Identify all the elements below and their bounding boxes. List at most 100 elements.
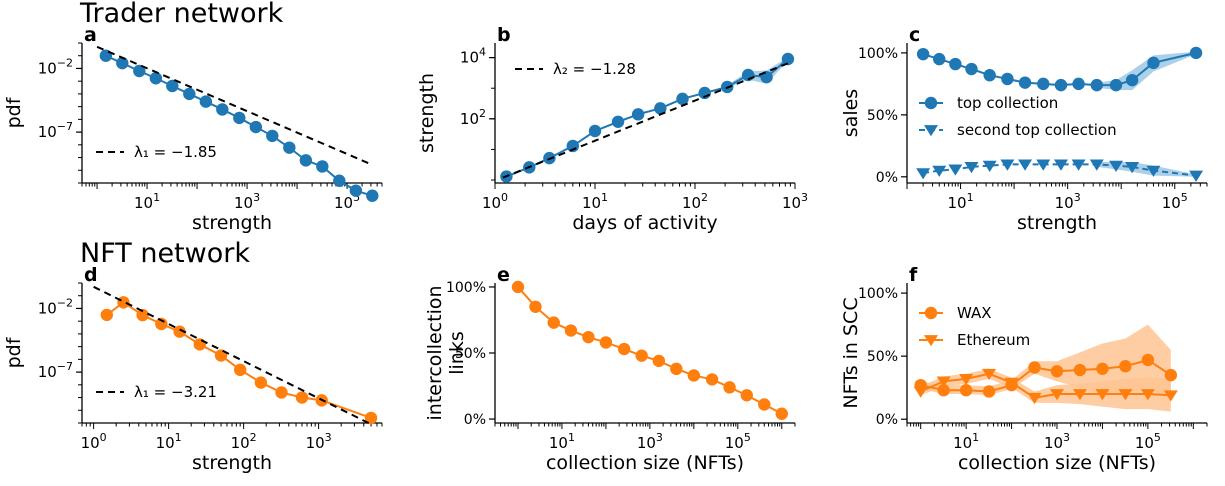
data-point xyxy=(364,411,378,425)
data-point xyxy=(249,120,263,134)
y-tick-label: 10−2 xyxy=(38,56,73,77)
legend-label: second top collection xyxy=(957,121,1117,139)
data-point xyxy=(283,141,296,154)
data-point xyxy=(781,52,795,66)
y-tick-label: 50% xyxy=(867,108,898,124)
data-point xyxy=(1147,56,1160,70)
data-point xyxy=(183,87,196,101)
x-tick-label: 101 xyxy=(156,431,182,452)
panel-e: e 101 103 105 0% 50% 100% collection size (NFTs… xyxy=(424,264,796,474)
series-line xyxy=(517,286,783,415)
data-point xyxy=(1125,161,1140,174)
data-point xyxy=(1163,390,1178,402)
data-point xyxy=(936,376,951,388)
data-point xyxy=(913,386,928,398)
data-point xyxy=(1028,361,1041,374)
confidence-band xyxy=(727,56,788,89)
y-tick-label: 10−7 xyxy=(38,120,73,141)
x-tick-label: 100 xyxy=(482,191,508,212)
data-point xyxy=(948,164,963,176)
panel-c: c 101 103 105 0% 50% 100% strength sales top coll… xyxy=(840,24,1208,234)
panel-d: d 100 101 102 103 10−2 10−7 strength pdf λ₁ = −3.… xyxy=(3,264,383,474)
data-point xyxy=(299,154,313,167)
data-point xyxy=(116,56,129,70)
x-tick-label: 101 xyxy=(953,431,979,452)
data-point xyxy=(982,368,997,381)
data-point xyxy=(1072,389,1087,401)
data-point xyxy=(1096,362,1109,375)
y-tick-label: 0% xyxy=(876,412,898,428)
data-point xyxy=(529,300,542,313)
data-point xyxy=(635,349,648,362)
data-point xyxy=(1073,363,1087,377)
legend-fit-label: λ₂ = −1.28 xyxy=(553,60,636,78)
fit-line xyxy=(93,285,372,426)
data-point xyxy=(654,102,667,115)
y-axis-label: strength xyxy=(416,73,438,153)
y-axis-label: NFTs in SCC xyxy=(840,297,862,408)
y-tick-label: 10−7 xyxy=(38,360,73,381)
x-tick-label: 101 xyxy=(948,191,974,212)
data-point xyxy=(1054,78,1068,92)
data-point xyxy=(1050,365,1064,378)
data-point xyxy=(949,57,962,71)
data-point xyxy=(1072,77,1085,91)
data-point xyxy=(133,64,146,78)
data-point xyxy=(1109,78,1123,92)
x-axis-label: strength xyxy=(192,452,272,474)
data-point xyxy=(758,398,771,411)
data-point xyxy=(1053,159,1068,171)
data-point xyxy=(1050,389,1064,401)
panel-f: f 101 103 105 0% 50% 100% collection size (NFTs… xyxy=(840,264,1208,474)
data-point xyxy=(933,52,946,66)
data-point xyxy=(1001,72,1014,86)
panel-label: b xyxy=(497,24,511,46)
data-point xyxy=(959,373,974,386)
data-point xyxy=(1125,73,1139,87)
y-tick-label: 10−2 xyxy=(38,296,73,317)
data-point xyxy=(1018,159,1033,171)
x-tick-label: 102 xyxy=(682,191,708,212)
y-tick-label: 50% xyxy=(867,349,898,365)
y-axis-label: pdf xyxy=(3,96,25,128)
data-point xyxy=(1140,389,1155,401)
y-tick-label: 0% xyxy=(876,170,898,186)
x-tick-label: 101 xyxy=(549,431,575,452)
data-point xyxy=(959,384,973,397)
x-tick-label: 103 xyxy=(1044,431,1070,452)
data-point xyxy=(937,384,950,397)
x-tick-label: 103 xyxy=(637,431,663,452)
panel-label: d xyxy=(84,264,98,286)
data-point xyxy=(1036,159,1051,171)
legend-swatch-marker xyxy=(924,306,938,320)
panel-label: f xyxy=(909,264,918,286)
data-point xyxy=(611,115,625,128)
data-point xyxy=(199,95,213,108)
confidence-band xyxy=(920,368,1171,412)
data-point xyxy=(564,324,578,337)
data-point xyxy=(1089,159,1104,171)
data-point xyxy=(723,381,736,394)
data-point xyxy=(1141,353,1155,367)
section-title-trader: Trader network xyxy=(79,0,284,29)
y-axis-label: pdf xyxy=(3,336,25,368)
data-point xyxy=(266,129,279,143)
x-axis-label: strength xyxy=(1017,212,1097,234)
data-point xyxy=(233,363,247,377)
data-point xyxy=(916,168,931,180)
x-tick-label: 101 xyxy=(134,191,160,212)
data-point xyxy=(932,165,947,177)
section-title-nft: NFT network xyxy=(80,238,250,269)
data-point xyxy=(670,362,683,376)
data-point xyxy=(982,385,996,398)
data-point xyxy=(652,354,666,368)
data-point xyxy=(1189,170,1204,182)
data-point xyxy=(1109,160,1124,172)
data-point xyxy=(705,373,719,386)
legend-fit-label: λ₁ = −1.85 xyxy=(134,143,217,161)
data-point xyxy=(1018,76,1032,89)
data-point xyxy=(166,79,179,93)
data-point xyxy=(1118,389,1133,401)
panel-b: b 100 101 102 103 102 104 days of activity stren… xyxy=(416,24,808,234)
x-tick-label: 101 xyxy=(582,191,608,212)
